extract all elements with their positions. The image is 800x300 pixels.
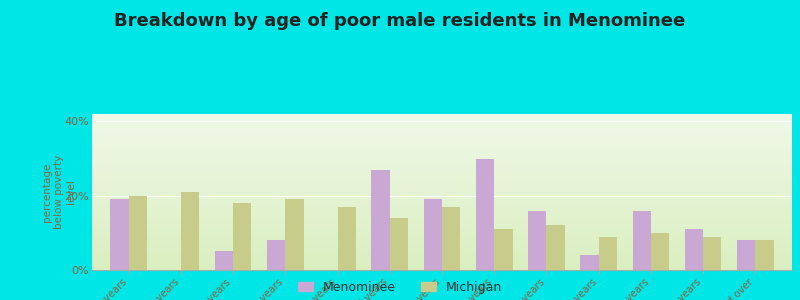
Bar — [703, 237, 722, 270]
Bar — [267, 240, 286, 270]
Bar — [214, 251, 233, 270]
Bar — [181, 192, 199, 270]
Bar — [338, 207, 356, 270]
Bar — [494, 229, 513, 270]
Bar — [129, 196, 147, 270]
Y-axis label: percentage
below poverty
level: percentage below poverty level — [42, 155, 75, 229]
Bar — [371, 170, 390, 270]
Bar — [476, 159, 494, 270]
Bar — [755, 240, 774, 270]
Bar — [233, 203, 251, 270]
Bar — [546, 225, 565, 270]
Bar — [685, 229, 703, 270]
Bar — [390, 218, 408, 270]
Bar — [442, 207, 460, 270]
Bar — [737, 240, 755, 270]
Bar — [528, 211, 546, 270]
Bar — [110, 200, 129, 270]
Bar — [286, 200, 303, 270]
Bar — [633, 211, 651, 270]
Bar — [424, 200, 442, 270]
Bar — [581, 255, 598, 270]
Bar — [651, 233, 670, 270]
Bar — [598, 237, 617, 270]
Legend: Menominee, Michigan: Menominee, Michigan — [298, 281, 502, 294]
Text: Breakdown by age of poor male residents in Menominee: Breakdown by age of poor male residents … — [114, 12, 686, 30]
